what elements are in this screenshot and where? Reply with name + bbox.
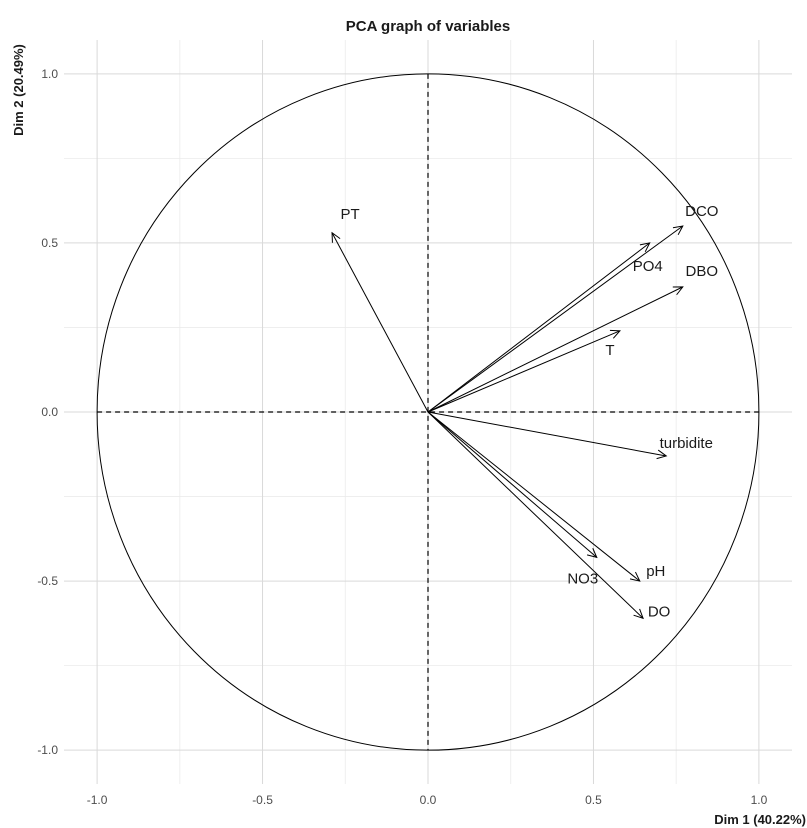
y-tick-label: 1.0 [41, 67, 58, 81]
arrow-dbo [427, 286, 684, 413]
x-axis-title: Dim 1 (40.22%) [714, 812, 806, 827]
arrowhead-po4 [639, 242, 651, 253]
arrow-pt [331, 232, 429, 413]
y-tick-label: 0.5 [41, 236, 58, 250]
x-tick-label: 0.0 [420, 793, 437, 807]
y-tick-label: 0.0 [41, 405, 58, 419]
tick-labels: -1.0 -0.5 0.0 0.5 1.0 -1.0 -0.5 0.0 0.5 1.0 [37, 67, 767, 807]
label-t: T [605, 342, 614, 359]
x-tick-label: -1.0 [87, 793, 108, 807]
y-tick-label: -1.0 [37, 743, 58, 757]
arrowhead-t [609, 329, 621, 339]
x-tick-label: 0.5 [585, 793, 602, 807]
label-pt: PT [340, 206, 359, 223]
arrowhead-do [633, 608, 644, 620]
label-ph: pH [646, 563, 665, 580]
arrowhead-dco [672, 225, 684, 236]
arrow-po4 [427, 242, 651, 413]
arrowhead-no3 [586, 548, 598, 559]
label-dco: DCO [685, 203, 718, 220]
correlation-circle [96, 73, 760, 751]
arrow-t [427, 330, 621, 413]
arrow-dco [427, 225, 684, 413]
arrowhead-dbo [672, 286, 684, 296]
label-do: DO [648, 603, 671, 620]
label-po4: PO4 [633, 258, 663, 275]
arrow-turbidite [427, 411, 667, 457]
label-dbo: DBO [686, 263, 719, 280]
arrow-ph [427, 411, 641, 582]
chart-title: PCA graph of variables [346, 18, 511, 35]
variable-arrows [331, 225, 684, 620]
arrowhead-pt [331, 231, 341, 243]
y-axis-title: Dim 2 (20.49%) [11, 44, 26, 136]
x-tick-label: -0.5 [252, 793, 273, 807]
label-turbidite: turbidite [660, 435, 713, 452]
arrow-do [427, 411, 644, 619]
arrow-no3 [427, 411, 598, 558]
arrowhead-turbidite [656, 449, 668, 460]
unit-circle [96, 73, 760, 751]
y-tick-label: -0.5 [37, 574, 58, 588]
zero-axes [97, 73, 759, 751]
arrowhead-ph [629, 571, 641, 582]
label-no3: NO3 [567, 570, 598, 587]
x-tick-label: 1.0 [751, 793, 768, 807]
